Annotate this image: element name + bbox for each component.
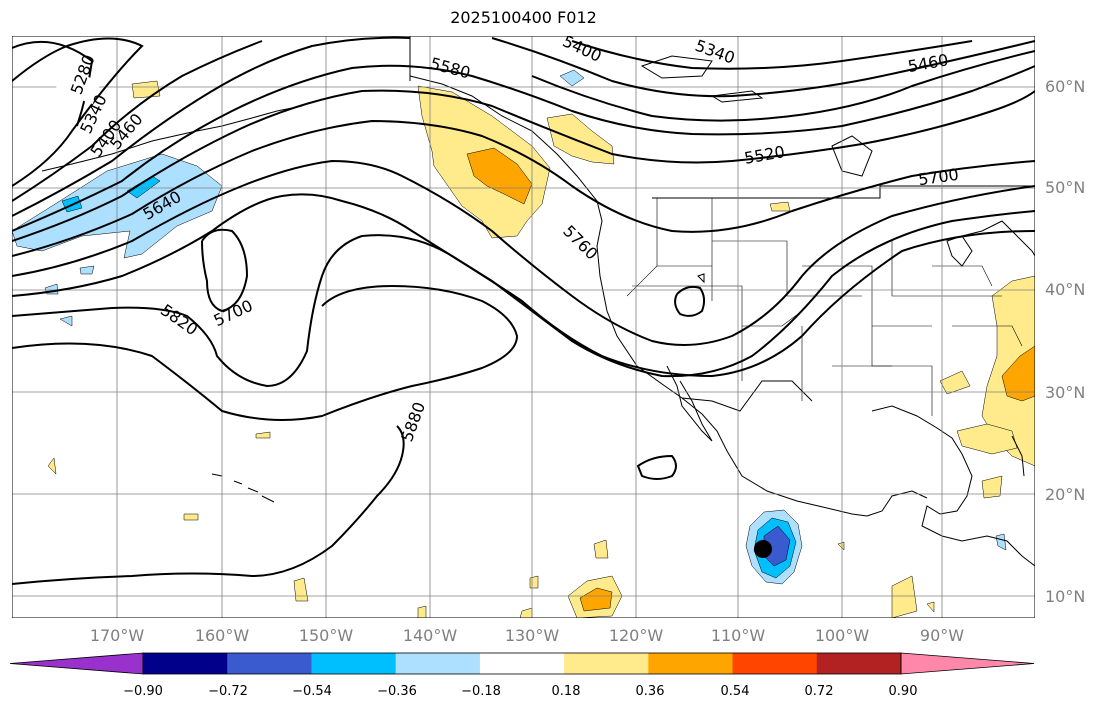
lat-label: 20°N <box>1045 485 1086 504</box>
neg-area-small-1 <box>79 265 95 275</box>
storm-center-marker <box>754 540 772 558</box>
pos-area-pacific-3 <box>529 575 539 589</box>
contour-5700-loop <box>201 228 249 313</box>
lat-label: 40°N <box>1045 280 1086 299</box>
contour-5880-loop <box>636 454 677 480</box>
lat-label: 60°N <box>1045 77 1086 96</box>
lon-label: 120°W <box>608 626 664 645</box>
lat-label: 10°N <box>1045 587 1086 606</box>
canada-border <box>652 185 1035 199</box>
lon-label: 130°W <box>504 626 560 645</box>
pos-area-small-hawaii <box>255 431 271 439</box>
colorbar-tick: −0.54 <box>292 684 332 699</box>
lon-label: 100°W <box>814 626 870 645</box>
lat-label: 30°N <box>1045 383 1086 402</box>
pos-area-pacific-4 <box>891 575 918 618</box>
colorbar-segment <box>395 653 481 674</box>
contour-5580 <box>12 64 1035 232</box>
contour-5340-east <box>571 40 973 70</box>
lat-label: 50°N <box>1045 178 1086 197</box>
colorbar-segment <box>648 653 734 674</box>
pos-area-canada <box>546 113 615 165</box>
hawaii-islands <box>211 473 275 503</box>
contour-5880 <box>12 284 519 421</box>
colorbar-tick: 0.18 <box>551 684 581 699</box>
colorbar-segment <box>816 653 902 674</box>
contour-5340-west <box>12 37 144 187</box>
small-island-mexico <box>697 273 705 284</box>
pos-area-alaska-core <box>466 147 533 205</box>
us-east-coast <box>961 220 1035 257</box>
contour-5640 <box>12 119 1035 257</box>
colorbar-tick: 0.72 <box>804 684 834 699</box>
colorbar-tick: −0.18 <box>461 684 501 699</box>
colorbar-tick: 0.54 <box>720 684 750 699</box>
pos-area-small-sw2 <box>293 577 309 602</box>
contour-5280 <box>12 40 94 127</box>
colorbar-tick: −0.90 <box>123 684 163 699</box>
pos-area-southeast <box>956 423 1018 455</box>
neg-area-caribbean <box>995 533 1007 551</box>
colorbar-tick: 0.36 <box>635 684 665 699</box>
pos-area-small-south <box>926 601 935 613</box>
pos-area-pacific-nw <box>131 80 161 99</box>
neg-area-gulf-alaska <box>559 69 585 87</box>
lon-label: 160°W <box>194 626 250 645</box>
contour-5400-west <box>12 40 263 202</box>
colorbar-extend-high <box>900 652 1035 675</box>
florida-peninsula <box>1011 435 1025 477</box>
forecast-map: 5280 5340 5400 5460 5640 5580 5400 5340 … <box>12 36 1035 618</box>
pos-area-small-sw <box>183 513 199 521</box>
neg-area-small-3 <box>59 315 73 327</box>
colorbar <box>10 652 1035 675</box>
colorbar-tick: −0.72 <box>208 684 248 699</box>
contour-5460-west <box>12 36 411 217</box>
yucatan <box>866 490 928 517</box>
hudson-bay <box>831 135 873 177</box>
pos-area-east-coast-core <box>1001 345 1035 402</box>
us-mexico-border <box>681 380 813 412</box>
contour-5700-north <box>12 159 1035 346</box>
colorbar-tick: 0.90 <box>888 684 918 699</box>
colorbar-segment <box>732 653 818 674</box>
pos-area-pacific-1-core <box>579 587 613 612</box>
colorbar-segment <box>564 653 649 674</box>
colorbar-tick: −0.36 <box>377 684 417 699</box>
colorbar-extend-low <box>10 652 144 675</box>
map-title: 2025100400 F012 <box>450 8 597 27</box>
pos-area-small-s2 <box>519 607 533 618</box>
colorbar-segment <box>227 653 312 674</box>
lon-label: 90°W <box>919 626 965 645</box>
pos-area-small-s <box>417 605 427 618</box>
lon-label: 140°W <box>402 626 458 645</box>
lon-label: 150°W <box>298 626 354 645</box>
baja-california <box>666 365 713 442</box>
colorbar-segment <box>143 653 228 674</box>
colorbar-segment <box>311 653 397 674</box>
pos-area-small-west <box>47 457 57 475</box>
lon-label: 110°W <box>710 626 766 645</box>
contour-5700-low <box>674 285 706 317</box>
gulf-of-mexico-coast <box>871 405 1035 567</box>
lon-label: 170°W <box>89 626 145 645</box>
contour-5400-east <box>491 37 1035 98</box>
colorbar-segment <box>479 653 565 674</box>
graticule <box>12 36 1035 618</box>
pos-area-pacific-2 <box>593 539 609 559</box>
height-contours <box>12 36 1035 585</box>
contour-5820 <box>12 230 1035 388</box>
colorbar-border <box>142 652 902 675</box>
pos-area-small-gulf <box>837 541 845 551</box>
arctic-island-2 <box>710 90 764 103</box>
shaded-anomaly-areas <box>12 69 1035 618</box>
contour-5520 <box>12 89 1035 242</box>
contour-5880-south <box>12 425 405 585</box>
pos-area-atlantic <box>981 475 1003 499</box>
contour-5460-east <box>531 50 1035 122</box>
pos-area-florida <box>939 370 971 395</box>
state-borders <box>626 198 1023 416</box>
